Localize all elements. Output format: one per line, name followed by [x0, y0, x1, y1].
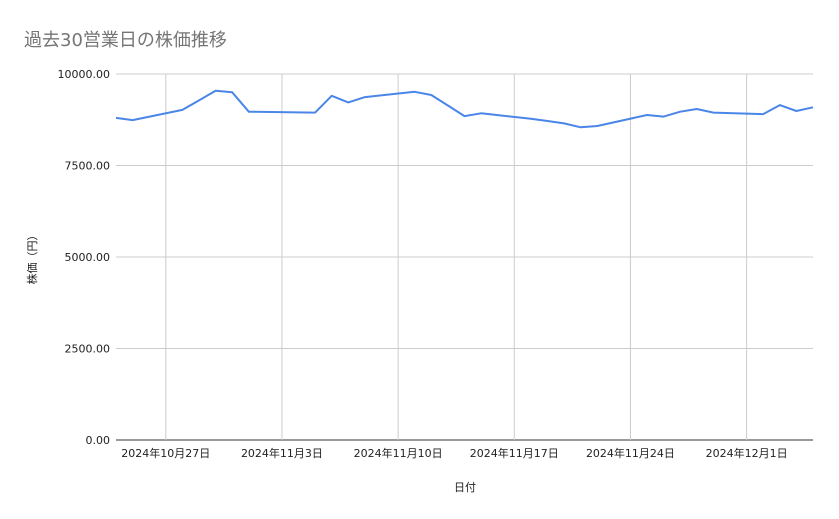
y-tick-label: 5000.00	[65, 251, 111, 264]
data-point	[580, 126, 582, 128]
data-point	[563, 122, 565, 124]
chart-title: 過去30営業日の株価推移	[24, 30, 227, 51]
data-point	[331, 95, 333, 97]
data-point	[762, 113, 764, 115]
data-point	[679, 111, 681, 113]
data-point	[132, 119, 134, 121]
x-tick-label: 2024年11月24日	[586, 446, 675, 460]
x-tick-label: 2024年12月1日	[706, 446, 788, 460]
x-tick-label: 2024年10月27日	[121, 446, 210, 460]
data-point	[663, 116, 665, 118]
data-point	[779, 104, 781, 106]
data-point	[248, 111, 250, 113]
data-point	[530, 118, 532, 120]
data-point	[795, 110, 797, 112]
y-tick-label: 7500.00	[65, 160, 111, 173]
data-point	[646, 114, 648, 116]
data-point	[546, 120, 548, 122]
data-point	[696, 108, 698, 110]
data-point	[464, 115, 466, 117]
data-point	[215, 90, 217, 92]
data-point	[314, 112, 316, 114]
y-tick-label: 10000.00	[58, 68, 111, 81]
x-tick-label: 2024年11月17日	[470, 446, 559, 460]
data-point	[115, 117, 117, 119]
x-tick-label: 2024年11月10日	[354, 446, 443, 460]
data-point	[596, 125, 598, 127]
y-axis-label: 株価（円）	[25, 230, 39, 285]
data-point	[430, 94, 432, 96]
x-axis-label: 日付	[454, 481, 476, 494]
data-point	[347, 101, 349, 103]
data-point	[812, 106, 814, 108]
y-tick-label: 2500.00	[65, 343, 111, 356]
price-line	[115, 89, 814, 129]
y-tick-label: 0.00	[86, 434, 111, 447]
data-point	[198, 99, 200, 101]
data-point	[181, 109, 183, 111]
data-point	[364, 96, 366, 98]
data-point	[447, 104, 449, 106]
data-point	[712, 112, 714, 114]
data-point	[231, 91, 233, 93]
data-point	[414, 91, 416, 93]
x-tick-label: 2024年11月3日	[241, 446, 323, 460]
data-point	[480, 112, 482, 114]
